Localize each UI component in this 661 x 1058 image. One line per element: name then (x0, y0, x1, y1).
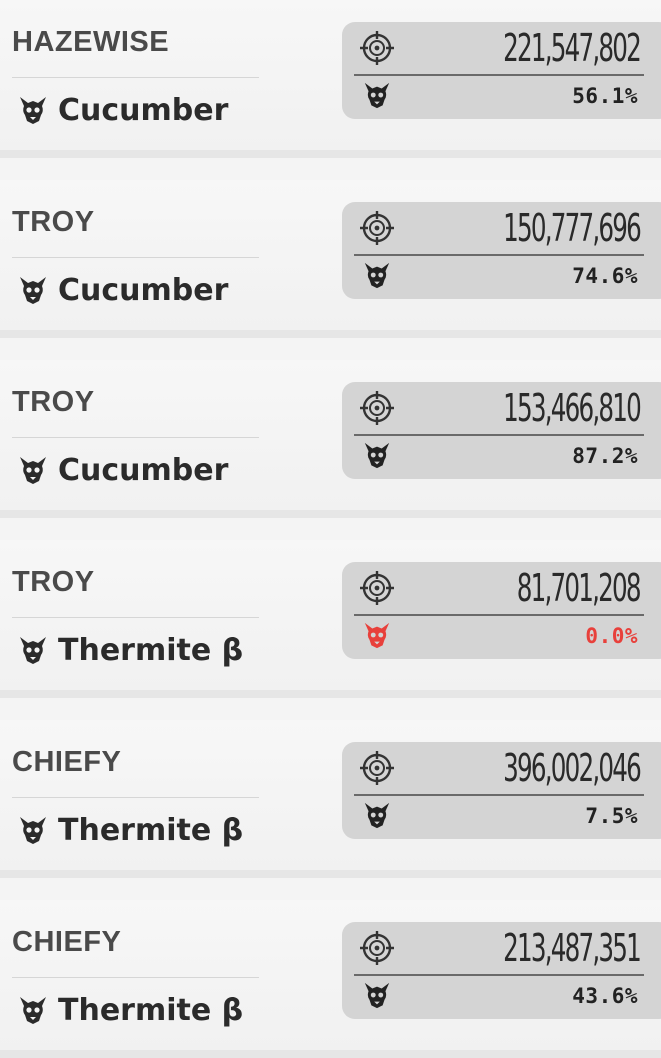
map-row: Thermite β (17, 992, 243, 1028)
crosshair-target-icon (360, 571, 394, 605)
skull-horns-icon (20, 457, 46, 484)
map-row: Cucumber (17, 272, 228, 308)
stat-divider (354, 794, 644, 796)
player-name: TROY (12, 386, 95, 418)
player-name: CHIEFY (12, 746, 122, 778)
divider (12, 617, 259, 618)
map-name: Thermite β (58, 632, 244, 668)
skull-horns-icon (364, 442, 390, 469)
stat-divider (354, 974, 644, 976)
percent-value: 74.6% (572, 264, 638, 288)
stat-box: 150,777,696 74.6% (342, 202, 661, 299)
map-name: Cucumber (58, 92, 229, 128)
percent-value: 0.0% (585, 624, 638, 648)
score-value: 213,487,351 (503, 926, 642, 970)
stat-box: 153,466,810 87.2% (342, 382, 661, 479)
divider (12, 77, 259, 78)
skull-horns-icon (364, 802, 390, 829)
crosshair-target-icon (360, 391, 394, 425)
skull-horns-icon (20, 97, 46, 124)
score-card[interactable]: TROY Thermite β 81,701,208 (0, 540, 661, 698)
score-card[interactable]: TROY Cucumber 153,466,810 (0, 360, 661, 518)
map-row: Thermite β (17, 812, 243, 848)
stat-box: 213,487,351 43.6% (342, 922, 661, 1019)
crosshair-target-icon (360, 751, 394, 785)
skull-horns-icon (20, 637, 46, 664)
score-value: 153,466,810 (503, 386, 642, 430)
skull-horns-icon (20, 277, 46, 304)
divider (12, 797, 259, 798)
skull-horns-icon (364, 82, 390, 109)
score-card[interactable]: CHIEFY Thermite β 213,487,351 (0, 900, 661, 1058)
map-name: Cucumber (58, 272, 229, 308)
stat-divider (354, 614, 644, 616)
skull-horns-icon (20, 997, 46, 1024)
score-card[interactable]: HAZEWISE Cucumber 221,547,802 (0, 0, 661, 158)
score-value: 396,002,046 (503, 746, 642, 790)
crosshair-target-icon (360, 31, 394, 65)
player-name: TROY (12, 566, 95, 598)
percent-value: 43.6% (572, 984, 638, 1008)
score-value: 221,547,802 (503, 26, 642, 70)
player-name: HAZEWISE (12, 26, 170, 58)
crosshair-target-icon (360, 211, 394, 245)
map-name: Cucumber (58, 452, 229, 488)
map-row: Thermite β (17, 632, 243, 668)
percent-value: 87.2% (572, 444, 638, 468)
crosshair-target-icon (360, 931, 394, 965)
stat-box: 81,701,208 0.0% (342, 562, 661, 659)
percent-value: 56.1% (572, 84, 638, 108)
skull-horns-icon (364, 622, 390, 649)
player-name: CHIEFY (12, 926, 122, 958)
map-row: Cucumber (17, 452, 228, 488)
score-card[interactable]: CHIEFY Thermite β 396,002,046 (0, 720, 661, 878)
stat-divider (354, 74, 644, 76)
divider (12, 437, 259, 438)
score-value: 81,701,208 (517, 566, 642, 610)
percent-value: 7.5% (585, 804, 638, 828)
skull-horns-icon (20, 817, 46, 844)
score-value: 150,777,696 (503, 206, 642, 250)
score-card[interactable]: TROY Cucumber 150,777,696 (0, 180, 661, 338)
map-name: Thermite β (58, 812, 244, 848)
divider (12, 257, 259, 258)
stat-divider (354, 434, 644, 436)
map-row: Cucumber (17, 92, 228, 128)
divider (12, 977, 259, 978)
skull-horns-icon (364, 262, 390, 289)
stat-box: 396,002,046 7.5% (342, 742, 661, 839)
stat-box: 221,547,802 56.1% (342, 22, 661, 119)
player-name: TROY (12, 206, 95, 238)
map-name: Thermite β (58, 992, 244, 1028)
stat-divider (354, 254, 644, 256)
skull-horns-icon (364, 982, 390, 1009)
